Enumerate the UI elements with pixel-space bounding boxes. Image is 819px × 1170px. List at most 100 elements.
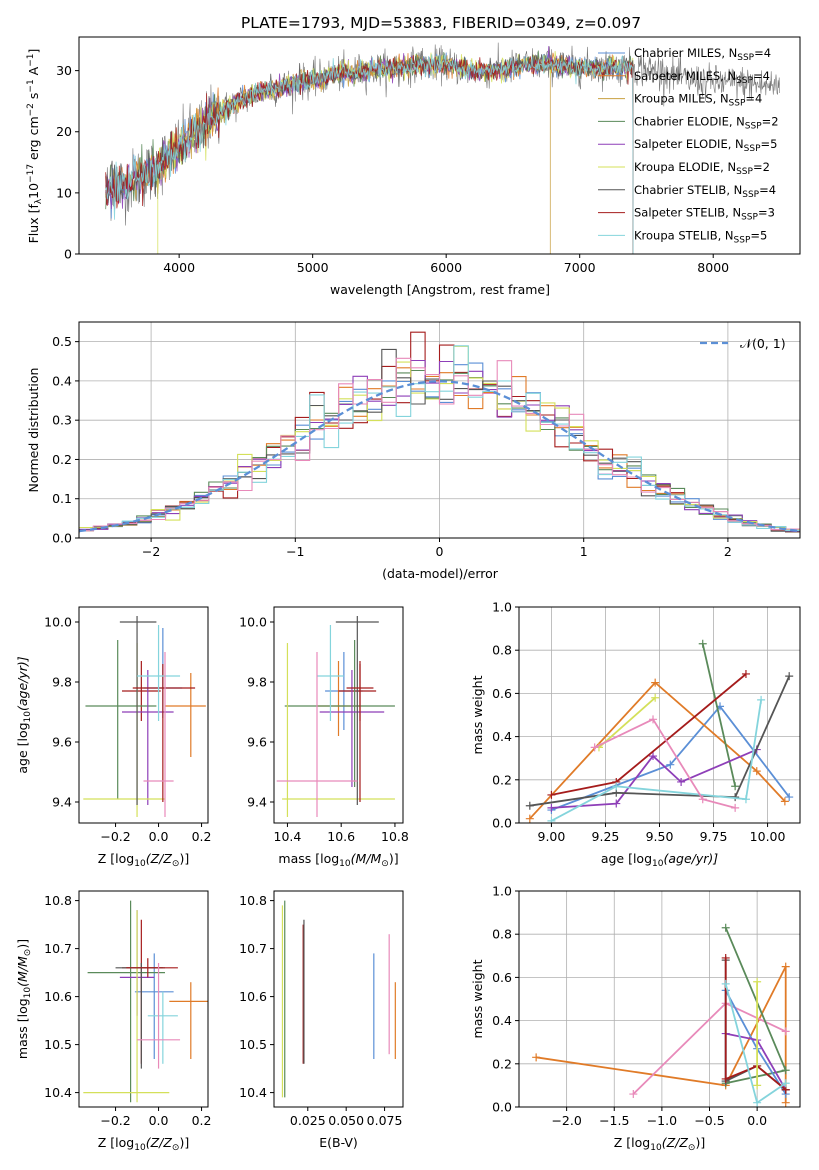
label-part: Chabrier STELIB, N (634, 183, 742, 197)
weight-point (757, 695, 766, 704)
label-part: (Z/Z (146, 851, 173, 866)
label-part: SSP (729, 99, 746, 109)
label-part: A (26, 66, 41, 79)
axes-frame (273, 890, 404, 1108)
label-part: Z [log (98, 851, 134, 866)
weight-point (649, 715, 658, 724)
normal-reference-curve (79, 380, 800, 533)
x-tick-label: 0 (436, 544, 444, 559)
y-axis-label: Flux [fλ10−17 erg cm−2 s−1 A−1] (26, 49, 44, 244)
weight-point (731, 782, 740, 791)
y-tick-label: 9.6 (247, 735, 267, 750)
x-tick-label: 0.050 (328, 1113, 364, 1128)
x-tick-label: 2 (724, 544, 732, 559)
x-tick-label: 0.0 (149, 1113, 169, 1128)
label-part: ] (26, 49, 41, 54)
weight-point (721, 1074, 730, 1083)
label-part: =4 (745, 92, 762, 106)
y-tick-label: 0.4 (52, 373, 72, 388)
weight-point (547, 816, 556, 823)
x-tick-label: −0.2 (100, 829, 130, 844)
axes-frame (518, 606, 801, 824)
y-tick-label: 0.6 (492, 970, 512, 985)
errorbars (83, 616, 206, 817)
label-part: (M/M (351, 851, 382, 866)
label-part: mass [log (278, 851, 339, 866)
weight-point (781, 1098, 790, 1107)
label-part: ⊙ (172, 1143, 180, 1153)
y-tick-label: 0.3 (52, 413, 72, 428)
label-part: Salpeter ELODIE, N (634, 137, 744, 151)
legend-label: Chabrier ELODIE, NSSP=2 (634, 114, 779, 131)
legend-label: Kroupa ELODIE, NSSP=2 (634, 160, 770, 177)
figure-title: PLATE=1793, MJD=53883, FIBERID=0349, z=0… (241, 14, 641, 32)
x-tick-label: −0.5 (694, 1113, 724, 1128)
label-part: =5 (750, 228, 767, 242)
label-part: =3 (758, 206, 775, 220)
x-tick-label: 0.0 (149, 829, 169, 844)
x-axis-label: age [log10(age/yr)] (601, 851, 718, 869)
weight-point (781, 962, 790, 971)
legend-label: Salpeter STELIB, NSSP=3 (634, 206, 775, 223)
label-part: ⊙ (172, 859, 180, 869)
weight-point (741, 669, 750, 678)
y-axis-label: mass weight (470, 959, 485, 1038)
label-part: SSP (741, 213, 758, 223)
label-part: Salpeter MILES, N (634, 69, 736, 83)
label-part: Z [log (614, 1135, 650, 1150)
y-axis-label: Normed distribution (26, 368, 41, 493)
label-part: −17 (26, 164, 36, 183)
label-part: 10 (650, 1143, 662, 1153)
legend-label: Kroupa STELIB, NSSP=5 (634, 228, 767, 245)
x-tick-label: −1.5 (599, 1113, 629, 1128)
weight-point (698, 639, 707, 648)
legend-label: Salpeter MILES, NSSP=4 (634, 69, 770, 86)
y-tick-label: 20 (56, 124, 72, 139)
y-tick-label: 10.8 (239, 893, 267, 908)
weight-point (547, 803, 556, 812)
x-tick-label: 9.50 (646, 829, 674, 844)
mass-vs-metallicity-panel: −0.2 0.0 0.210.410.510.610.710.8Z [log10(Z… (15, 890, 211, 1153)
label-part: (M/M (15, 956, 30, 987)
y-tick-label: 30 (56, 63, 72, 78)
weight-point (741, 795, 750, 804)
weight-series-line (594, 718, 736, 809)
axes-frame (273, 606, 404, 824)
x-tick-label: −2.0 (551, 1113, 581, 1128)
x-axis-label: Z [log10(Z/Z⊙)] (98, 1135, 189, 1153)
label-part: )] (15, 939, 30, 949)
axes-frame (78, 890, 209, 1108)
label-part: Salpeter STELIB, N (634, 206, 741, 220)
x-tick-label: 4000 (163, 260, 195, 275)
model-spectrum-5 (157, 51, 634, 254)
label-part: Kroupa MILES, N (634, 92, 729, 106)
y-tick-label: 9.8 (52, 675, 72, 690)
weight-point (785, 793, 794, 802)
x-tick-label: 0.025 (290, 1113, 326, 1128)
label-part: 10 (134, 859, 146, 869)
residual-histogram-panel: −2 −1 0 1 2 0.0 0.1 0.2 0.3 0.4 0.5 𝒩(0, 1) (data-mo… (26, 321, 801, 581)
mass-vs-extinction-panel: 0.025 0.050 0.075 10.4 10.5 10.6 10.7 10.8 E(B-V… (239, 890, 404, 1150)
label-part: =5 (761, 137, 778, 151)
legend-label: 𝒩(0, 1) (740, 336, 786, 351)
label-part: 10 (652, 859, 664, 869)
y-tick-label: 0 (64, 247, 72, 262)
x-tick-label: 10.00 (750, 829, 786, 844)
y-tick-label: 10.0 (239, 615, 267, 630)
label-part: 10 (23, 711, 33, 723)
weight-lines (532, 923, 790, 1107)
label-part: erg cm (26, 116, 41, 164)
weight-series-line (551, 673, 747, 796)
label-part: )] (179, 851, 189, 866)
errorbars (281, 900, 396, 1098)
label-part: =2 (753, 160, 770, 174)
x-tick-label: −1.0 (647, 1113, 677, 1128)
label-part: )] (179, 1135, 189, 1150)
y-tick-label: 0.4 (492, 1013, 512, 1028)
axes-frame (78, 321, 801, 539)
weight-point (525, 801, 534, 810)
x-tick-label: 0.075 (367, 1113, 403, 1128)
age-vs-metallicity-panel: −0.2 0.0 0.29.49.69.810.0Z [log10(Z/Z⊙)]ag… (15, 606, 211, 869)
